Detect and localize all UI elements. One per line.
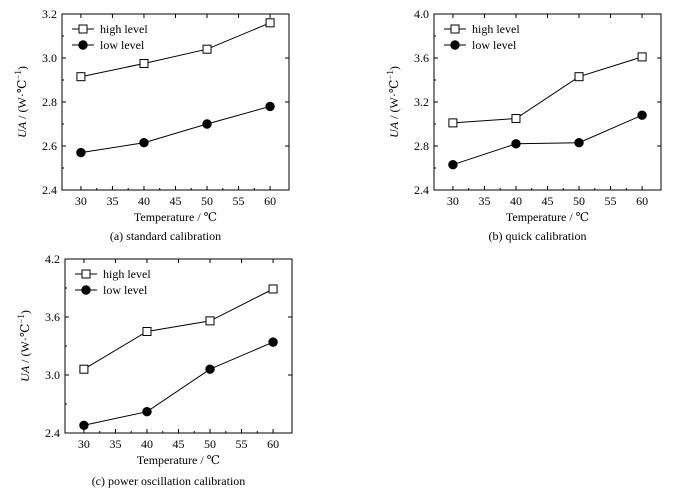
data-point-low-level [637, 110, 647, 120]
plot-frame [61, 13, 290, 191]
series-line-high-level [80, 22, 271, 78]
data-point-high-level [76, 72, 86, 82]
x-tick-label: 55 [236, 437, 248, 451]
x-tick-label: 50 [201, 194, 213, 208]
data-point-low-level [265, 101, 275, 112]
data-point-low-level [139, 137, 149, 148]
data-point-high-level [139, 59, 149, 68]
x-axis-title: Temperature / ℃ [137, 453, 220, 467]
data-point-low-level [448, 159, 458, 170]
x-tick-label: 35 [109, 437, 121, 451]
x-tick-label: 40 [510, 194, 522, 208]
y-tick-label: 3.0 [45, 368, 60, 382]
x-tick-label: 35 [106, 194, 118, 208]
y-tick-label: 3.2 [42, 7, 57, 21]
legend-marker [81, 269, 91, 279]
y-tick-label: 4.0 [414, 7, 429, 21]
x-tick-label: 55 [233, 194, 245, 208]
chart-panel-1: 30 35 40 45 50 55 60 2.4 2.6 2.8 3.0 3.2 high level l… [13, 7, 290, 243]
y-tick-label: 3.6 [414, 51, 429, 65]
legend-label: high level [472, 22, 520, 36]
x-tick-label: 45 [173, 437, 185, 451]
y-axis-title: UA / (W·℃−1) [16, 310, 32, 382]
x-tick-label: 60 [264, 194, 276, 208]
x-tick-label: 40 [141, 437, 153, 451]
data-point-high-level [142, 327, 152, 336]
legend-marker [78, 24, 88, 34]
x-tick-label: 30 [447, 194, 459, 208]
data-point-high-level [637, 52, 647, 62]
legend-marker [450, 40, 460, 50]
data-point-low-level [142, 407, 152, 417]
y-tick-label: 2.4 [414, 183, 429, 197]
data-point-low-level [511, 139, 521, 149]
data-point-high-level [574, 72, 584, 82]
y-axis-title: UA / (W·℃−1) [385, 66, 401, 138]
chart-caption: (b) quick calibration [489, 229, 587, 243]
y-tick-label: 2.4 [42, 183, 57, 197]
data-point-low-level [79, 420, 89, 430]
y-axis-title: UA / (W·℃−1) [13, 66, 29, 138]
data-point-high-level [268, 284, 278, 294]
x-axis-title: Temperature / ℃ [506, 210, 589, 224]
data-point-low-level [574, 137, 584, 148]
legend-marker [450, 24, 460, 34]
chart-caption: (c) power oscillation calibration [92, 474, 246, 488]
plot-frame [64, 258, 293, 434]
chart-panel-2: 30 35 40 45 50 55 60 2.4 2.8 3.2 3.6 4.0 high level l… [385, 7, 662, 243]
x-tick-label: 40 [138, 194, 150, 208]
legend-label: high level [103, 267, 151, 281]
chart-caption: (a) standard calibration [110, 229, 221, 243]
y-tick-label: 3.2 [414, 95, 429, 109]
data-point-high-level [202, 44, 212, 54]
data-point-low-level [202, 119, 212, 129]
x-tick-label: 45 [542, 194, 554, 208]
data-point-low-level [76, 147, 86, 158]
legend-marker [78, 40, 88, 50]
y-tick-label: 2.8 [42, 95, 57, 109]
x-tick-label: 60 [267, 437, 279, 451]
y-tick-label: 4.2 [45, 252, 60, 266]
data-point-high-level [205, 316, 215, 326]
x-tick-label: 50 [573, 194, 585, 208]
series-line-low-level [452, 114, 643, 166]
x-tick-label: 30 [75, 194, 87, 208]
legend-label: low level [472, 38, 517, 52]
x-tick-label: 60 [636, 194, 648, 208]
x-tick-label: 45 [170, 194, 182, 208]
legend-label: high level [100, 22, 148, 36]
data-point-high-level [265, 18, 275, 28]
data-point-low-level [268, 337, 278, 347]
x-tick-label: 55 [605, 194, 617, 208]
x-axis-title: Temperature / ℃ [134, 210, 217, 224]
x-tick-label: 30 [78, 437, 90, 451]
legend-marker [81, 285, 91, 295]
plot-frame [433, 13, 662, 191]
series-line-high-level [83, 288, 274, 370]
chart-panel-3: 30 35 40 45 50 55 60 2.4 3.0 3.6 4.2 high level low … [16, 252, 293, 488]
legend-label: low level [103, 283, 148, 297]
y-tick-label: 3.0 [42, 51, 57, 65]
y-tick-label: 2.4 [45, 426, 60, 440]
x-tick-label: 35 [478, 194, 490, 208]
data-point-high-level [511, 114, 521, 123]
data-point-high-level [79, 364, 89, 374]
data-point-low-level [205, 364, 215, 374]
series-line-low-level [80, 105, 271, 154]
data-point-high-level [448, 118, 458, 128]
x-tick-label: 50 [204, 437, 216, 451]
y-tick-label: 2.6 [42, 139, 57, 153]
y-tick-label: 3.6 [45, 310, 60, 324]
legend-label: low level [100, 38, 145, 52]
series-line-low-level [83, 341, 274, 426]
y-tick-label: 2.8 [414, 139, 429, 153]
series-line-high-level [452, 56, 643, 124]
